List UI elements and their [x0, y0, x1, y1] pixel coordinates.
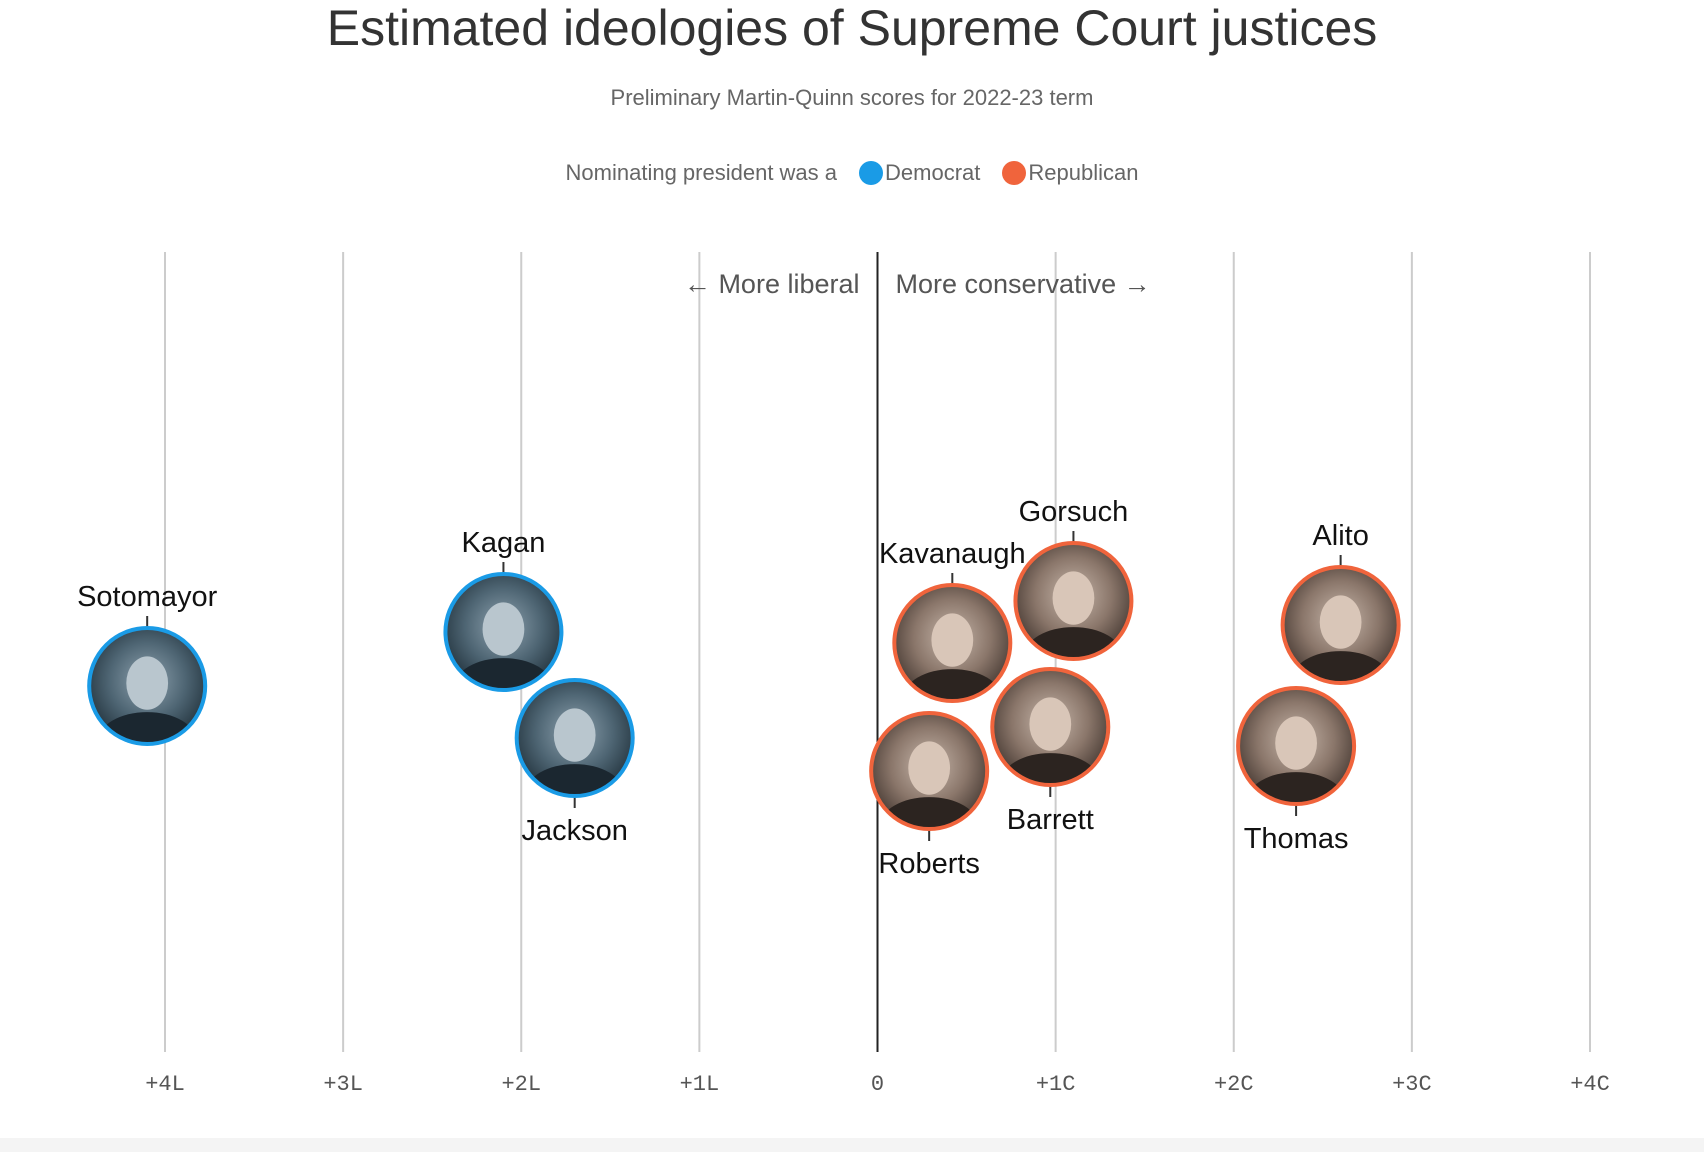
legend: Nominating president was a Democrat Repu… — [0, 160, 1704, 186]
x-tick-label: 0 — [871, 1072, 884, 1097]
legend-item-democrat: Democrat — [847, 160, 980, 186]
x-tick-label: +1C — [1036, 1072, 1076, 1097]
portrait-ring-gorsuch — [1013, 541, 1134, 661]
chart-title: Estimated ideologies of Supreme Court ju… — [326, 0, 1378, 56]
x-tick-label: +4C — [1570, 1072, 1610, 1097]
x-tick-label: +1L — [680, 1072, 720, 1097]
portrait-ring-jackson — [514, 678, 635, 798]
portrait-ring-kavanaugh — [892, 583, 1013, 703]
silhouette-jackson — [525, 708, 624, 796]
republican-swatch — [1002, 161, 1027, 185]
portrait-ring-roberts — [869, 711, 990, 831]
footer-band — [0, 1138, 1704, 1152]
name-label-barrett: Barrett — [1007, 804, 1094, 836]
portrait-ring-thomas — [1236, 686, 1357, 806]
x-tick-label: +3C — [1392, 1072, 1432, 1097]
x-tick-label: +2L — [501, 1072, 541, 1097]
portrait-ring-sotomayor — [87, 626, 208, 746]
silhouette-thomas — [1246, 716, 1346, 804]
legend-democrat-label: Democrat — [885, 160, 981, 185]
more-liberal-label: ← More liberal — [684, 269, 860, 299]
name-label-gorsuch: Gorsuch — [1019, 496, 1129, 528]
x-tick-label: +3L — [323, 1072, 363, 1097]
name-label-kagan: Kagan — [462, 527, 546, 559]
silhouette-kagan — [454, 602, 553, 690]
name-label-sotomayor: Sotomayor — [77, 581, 218, 613]
silhouette-sotomayor — [97, 656, 197, 744]
name-label-jackson: Jackson — [521, 815, 627, 847]
name-label-kavanaugh: Kavanaugh — [879, 538, 1026, 570]
legend-item-republican: Republican — [990, 160, 1138, 186]
x-tick-label: +2C — [1214, 1072, 1254, 1097]
portrait-ring-barrett — [990, 667, 1111, 787]
more-conservative-label: More conservative → — [896, 269, 1151, 299]
name-label-roberts: Roberts — [878, 848, 980, 880]
portrait-ring-alito — [1280, 565, 1401, 685]
silhouette-kavanaugh — [903, 613, 1002, 701]
silhouette-barrett — [1000, 697, 1100, 785]
name-label-thomas: Thomas — [1244, 823, 1349, 855]
x-tick-label: +4L — [145, 1072, 185, 1097]
silhouette-alito — [1291, 595, 1390, 683]
portrait-ring-kagan — [443, 572, 564, 692]
legend-prefix: Nominating president was a — [565, 160, 838, 185]
democrat-swatch — [859, 161, 884, 185]
chart-subtitle: Preliminary Martin-Quinn scores for 2022… — [610, 85, 1094, 110]
silhouette-gorsuch — [1024, 571, 1123, 659]
name-label-alito: Alito — [1312, 520, 1368, 552]
legend-republican-label: Republican — [1028, 160, 1139, 185]
silhouette-roberts — [879, 741, 979, 829]
